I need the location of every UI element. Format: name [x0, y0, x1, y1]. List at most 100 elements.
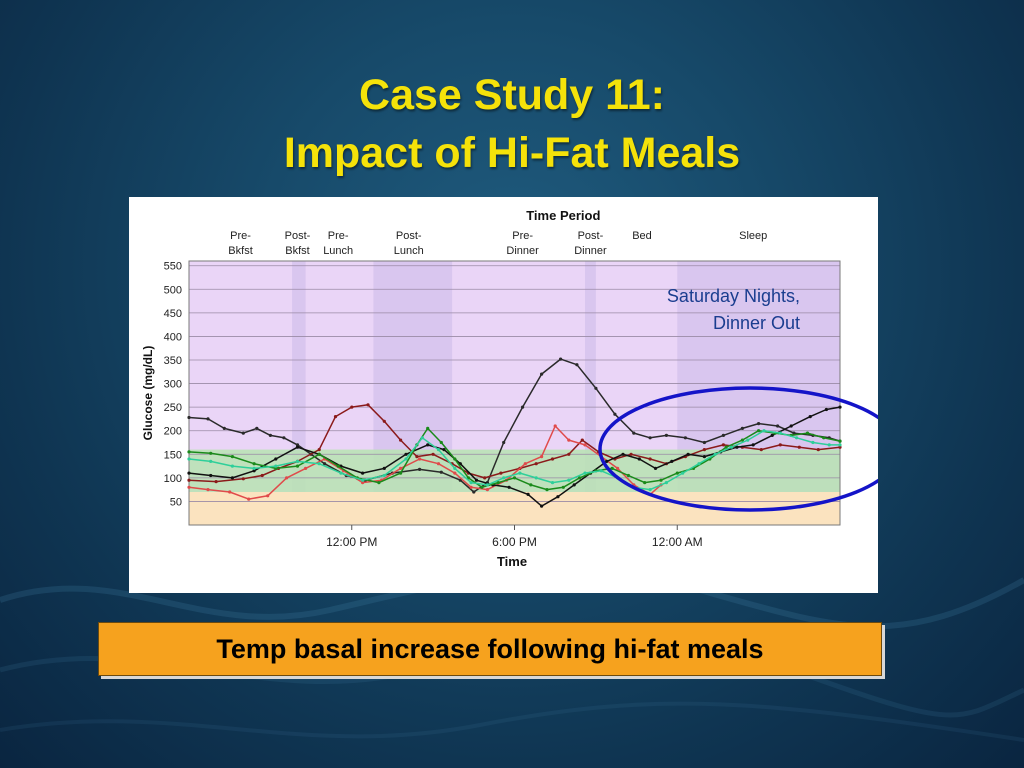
data-point: [578, 476, 582, 480]
y-tick-label-350: 350: [164, 355, 182, 367]
data-point: [350, 405, 354, 409]
data-point: [209, 473, 213, 478]
data-point: [499, 471, 503, 475]
data-point: [304, 466, 308, 470]
data-point: [740, 426, 745, 430]
data-point: [545, 488, 549, 492]
period-label-line1-1: Post-: [285, 230, 311, 242]
y-tick-label-500: 500: [164, 284, 182, 296]
data-point: [252, 469, 256, 473]
data-point: [778, 431, 782, 435]
data-point: [333, 415, 338, 419]
y-tick-label-300: 300: [164, 379, 182, 391]
period-label-line1-5: Post-: [578, 230, 604, 242]
data-point: [762, 429, 766, 433]
data-point: [632, 431, 636, 435]
data-point: [759, 448, 763, 452]
data-point: [648, 436, 652, 440]
data-point: [496, 481, 500, 485]
y-axis-title: Glucose (mg/dL): [141, 346, 155, 441]
data-point: [252, 466, 256, 470]
data-point: [553, 424, 557, 428]
series-line-2: [188, 425, 662, 500]
chart-title: Time Period: [526, 208, 600, 223]
data-point: [567, 452, 571, 456]
data-point: [431, 452, 435, 456]
data-point: [361, 478, 365, 482]
data-point: [816, 448, 820, 452]
data-point: [583, 443, 587, 447]
data-point: [187, 415, 191, 420]
data-point: [187, 471, 191, 475]
data-point: [827, 443, 831, 447]
data-point: [415, 455, 419, 459]
glucose-chart-svg: 50 100 150 200 250 300 350 400 450 500 550 12:00 PM…: [141, 208, 878, 569]
period-label-line1-0: Pre-: [230, 230, 251, 242]
data-point: [507, 485, 511, 489]
data-point: [540, 455, 544, 459]
y-tick-label-250: 250: [164, 402, 182, 414]
data-point: [418, 457, 422, 461]
data-point: [295, 459, 300, 463]
data-point: [382, 419, 386, 423]
data-point: [792, 431, 796, 435]
data-point: [729, 445, 734, 449]
data-point: [399, 438, 403, 442]
data-point: [702, 440, 707, 445]
data-point: [534, 462, 538, 466]
data-point: [436, 448, 441, 452]
data-point: [230, 455, 234, 459]
data-point: [686, 452, 690, 456]
data-point: [838, 439, 842, 443]
data-point: [599, 469, 603, 473]
period-label-line1-2: Pre-: [328, 230, 349, 242]
data-point: [377, 481, 381, 485]
data-point: [789, 424, 793, 428]
data-point: [518, 471, 522, 475]
period-label-line2-3: Lunch: [394, 245, 424, 257]
data-point: [404, 457, 408, 461]
data-point: [222, 426, 226, 430]
data-point: [572, 483, 576, 487]
data-point: [295, 443, 300, 447]
data-point: [526, 492, 530, 496]
data-point: [361, 471, 365, 475]
data-point: [521, 405, 525, 409]
data-point: [483, 476, 487, 480]
period-label-line2-2: Lunch: [323, 245, 353, 257]
data-point: [255, 426, 259, 430]
data-point: [721, 433, 726, 437]
data-point: [485, 488, 489, 492]
data-point: [702, 448, 707, 452]
data-point: [323, 462, 327, 466]
data-point: [629, 452, 633, 456]
period-label-line1-3: Post-: [396, 230, 422, 242]
data-point: [502, 440, 506, 445]
caption-box: Temp basal increase following hi-fat mea…: [98, 622, 882, 676]
data-point: [241, 431, 245, 435]
data-point: [480, 485, 484, 489]
data-point: [613, 412, 617, 416]
data-point: [241, 477, 245, 481]
y-tick-label-100: 100: [164, 473, 182, 485]
data-point: [626, 473, 630, 478]
data-point: [540, 504, 544, 508]
data-point: [420, 436, 424, 440]
period-label-line1-7: Sleep: [739, 230, 767, 242]
data-point: [616, 466, 620, 470]
period-label-line2-0: Bkfst: [228, 245, 252, 257]
data-point: [268, 433, 272, 437]
data-point: [187, 457, 191, 461]
data-point: [230, 476, 234, 480]
data-point: [404, 452, 408, 456]
data-point: [757, 422, 761, 426]
data-point: [648, 457, 652, 461]
data-point: [453, 457, 457, 461]
highlight-ellipse: [598, 386, 878, 512]
data-point: [512, 476, 517, 480]
period-label-line1-4: Pre-: [512, 230, 533, 242]
data-point: [746, 438, 750, 442]
data-point: [436, 462, 441, 466]
x-axis-title: Time: [497, 554, 527, 569]
data-point: [472, 490, 476, 494]
